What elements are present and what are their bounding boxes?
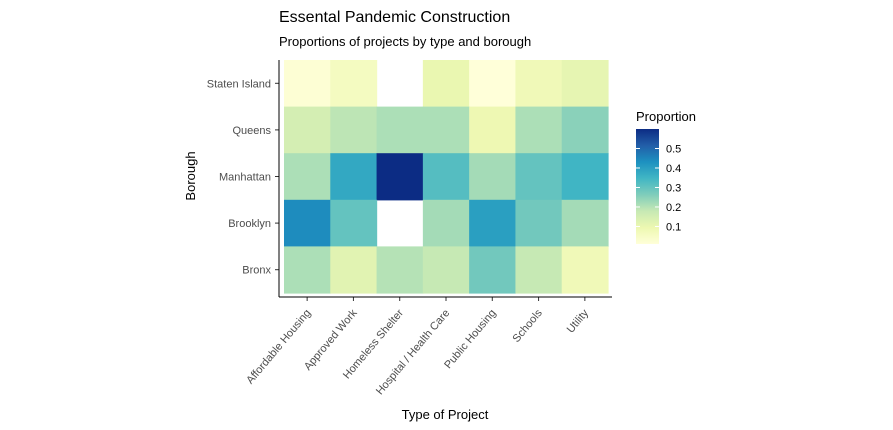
heatmap-cell (469, 106, 517, 154)
heatmap-cell (376, 246, 424, 294)
legend-tick-label: 0.2 (666, 202, 681, 214)
heatmap-cell (330, 246, 378, 294)
heatmap-cell (422, 106, 470, 154)
y-tick-label: Queens (232, 125, 271, 137)
legend-tick-label: 0.1 (666, 221, 681, 233)
x-axis-title: Type of Project (402, 407, 489, 422)
legend-tick-label: 0.3 (666, 182, 681, 194)
heatmap-cell (284, 199, 331, 247)
y-axis-ticks: Staten Island Queens Manhattan Brooklyn Bron… (207, 78, 279, 277)
heatmap-cell (330, 153, 378, 201)
heatmap-cell (330, 199, 378, 247)
heatmap-cell (561, 106, 609, 154)
y-axis-title: Borough (183, 151, 198, 200)
legend-title: Proportion (636, 109, 696, 124)
y-tick-label: Bronx (242, 265, 271, 277)
heatmap-cell (469, 153, 517, 201)
legend-colorbar (636, 129, 659, 244)
heatmap-cell (515, 246, 563, 294)
heatmap-cell (284, 153, 331, 201)
x-tick-label: Utility (565, 307, 592, 336)
heatmap-cell (515, 106, 563, 154)
heatmap-cell (515, 199, 563, 247)
heatmap-cell (515, 153, 563, 201)
heatmap-cell (422, 199, 470, 247)
y-tick-label: Brooklyn (228, 218, 271, 230)
heatmap-cell (284, 60, 331, 108)
heatmap-cell (284, 106, 331, 154)
y-tick-label: Staten Island (207, 78, 271, 90)
legend-ticks: 0.1 0.2 0.3 0.4 0.5 (636, 143, 681, 233)
heatmap-cell (284, 246, 331, 294)
x-tick-label: Affordable Housing (244, 307, 313, 386)
heatmap-cell (515, 60, 563, 108)
legend-tick-label: 0.4 (666, 163, 681, 175)
x-tick-label: Schools (511, 307, 546, 345)
heatmap-cell (422, 246, 470, 294)
heatmap-cell (422, 153, 470, 201)
heatmap-cell (561, 246, 609, 294)
heatmap-cell (469, 60, 517, 108)
legend-tick-label: 0.5 (666, 143, 681, 155)
heatmap-cells (284, 60, 609, 294)
heatmap-cell (330, 60, 378, 108)
heatmap-cell (422, 60, 470, 108)
heatmap-cell (469, 199, 517, 247)
y-tick-label: Manhattan (219, 172, 271, 184)
heatmap-cell (561, 199, 609, 247)
chart-title: Essental Pandemic Construction (279, 9, 510, 26)
heatmap-cell (330, 106, 378, 154)
heatmap-cell (376, 106, 424, 154)
heatmap-cell (376, 153, 424, 201)
chart-subtitle: Proportions of projects by type and boro… (279, 34, 531, 49)
heatmap-cell (469, 246, 517, 294)
heatmap-cell (561, 60, 609, 108)
heatmap-cell (561, 153, 609, 201)
